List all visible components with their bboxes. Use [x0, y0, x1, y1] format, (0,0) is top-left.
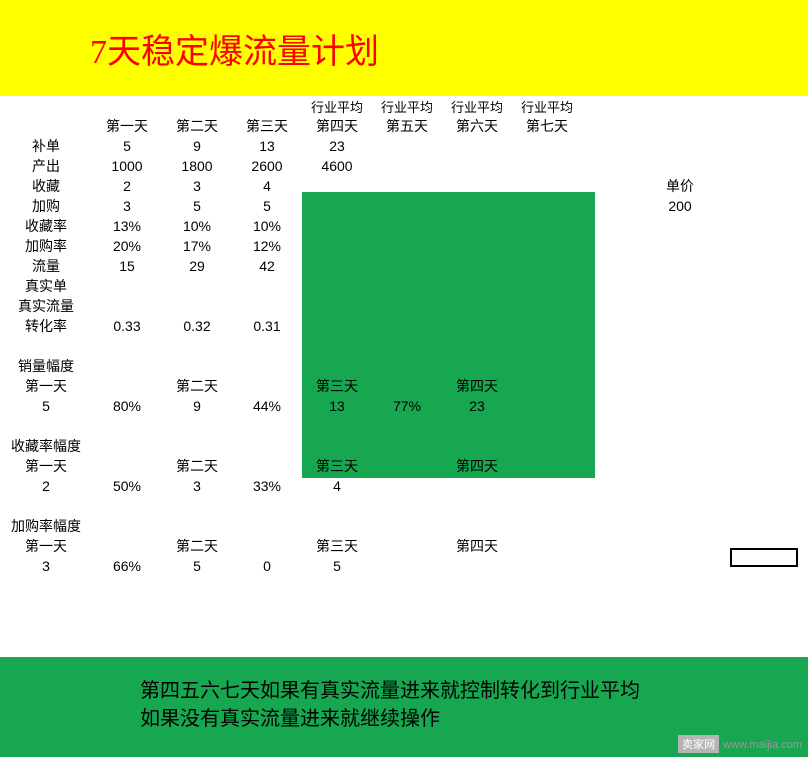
sales-amplitude-section: 销量幅度 第一天 第二天 第三天 第四天 5 80% 9 44% 13 77% …	[0, 356, 808, 416]
row-label: 加购	[0, 196, 92, 216]
title-banner: 7天稳定爆流量计划	[0, 0, 808, 96]
day-label: 第四天	[442, 536, 512, 556]
amp-cell: 4	[302, 476, 372, 496]
amp-cell: 66%	[92, 556, 162, 576]
row-label: 补单	[0, 136, 92, 156]
table-cell: 12%	[232, 236, 302, 256]
section-title: 销量幅度	[0, 356, 92, 376]
industry-avg-label: 行业平均	[302, 96, 372, 116]
table-cell: 17%	[162, 236, 232, 256]
amp-cell: 50%	[92, 476, 162, 496]
watermark-url: www.maijia.com	[723, 739, 802, 751]
amp-cell: 80%	[92, 396, 162, 416]
collect-amplitude-section: 收藏率幅度 第一天 第二天 第三天 第四天 2 50% 3 33% 4	[0, 436, 808, 496]
day-label: 第二天	[162, 376, 232, 396]
footer-line2: 如果没有真实流量进来就继续操作	[140, 705, 808, 733]
day-label: 第二天	[162, 456, 232, 476]
table-cell: 42	[232, 256, 302, 276]
table-cell: 2600	[232, 156, 302, 176]
price-label: 单价	[652, 176, 708, 196]
row-label: 产出	[0, 156, 92, 176]
amp-cell: 13	[302, 396, 372, 416]
day-label: 第二天	[162, 536, 232, 556]
price-value: 200	[652, 196, 708, 216]
day-label: 第一天	[0, 376, 92, 396]
day-label: 第三天	[302, 456, 372, 476]
table-cell: 1800	[162, 156, 232, 176]
table-cell: 0.32	[162, 316, 232, 336]
row-label: 加购率	[0, 236, 92, 256]
day-header: 第七天	[512, 116, 582, 136]
industry-avg-label: 行业平均	[372, 96, 442, 116]
row-label: 真实流量	[0, 296, 92, 316]
amp-cell: 33%	[232, 476, 302, 496]
table-cell: 1000	[92, 156, 162, 176]
table-cell: 3	[92, 196, 162, 216]
amp-cell: 3	[162, 476, 232, 496]
table-cell: 5	[232, 196, 302, 216]
table-cell: 9	[162, 136, 232, 156]
amp-cell: 44%	[232, 396, 302, 416]
watermark: 卖家网 www.maijia.com	[678, 735, 802, 753]
table-cell: 10%	[232, 216, 302, 236]
amp-cell: 5	[162, 556, 232, 576]
amp-cell: 3	[0, 556, 92, 576]
table-cell: 29	[162, 256, 232, 276]
table-cell: 3	[162, 176, 232, 196]
table-cell: 0.33	[92, 316, 162, 336]
day-label: 第四天	[442, 376, 512, 396]
day-header: 第五天	[372, 116, 442, 136]
content-area: 行业平均 行业平均 行业平均 行业平均 第一天 第二天 第三天 第四天 第五天 …	[0, 96, 808, 576]
amp-cell: 77%	[372, 396, 442, 416]
table-cell: 23	[302, 136, 372, 156]
footer-line1: 第四五六七天如果有真实流量进来就控制转化到行业平均	[140, 677, 808, 705]
amp-cell: 2	[0, 476, 92, 496]
amp-cell: 9	[162, 396, 232, 416]
day-header: 第二天	[162, 116, 232, 136]
amp-cell: 5	[302, 556, 372, 576]
row-label: 收藏	[0, 176, 92, 196]
table-cell: 15	[92, 256, 162, 276]
day-label: 第三天	[302, 376, 372, 396]
day-header: 第六天	[442, 116, 512, 136]
row-label: 收藏率	[0, 216, 92, 236]
main-table: 行业平均 行业平均 行业平均 行业平均 第一天 第二天 第三天 第四天 第五天 …	[0, 96, 808, 336]
selected-cell-outline[interactable]	[730, 548, 798, 567]
amp-cell: 23	[442, 396, 512, 416]
section-title: 加购率幅度	[0, 516, 92, 536]
day-label: 第三天	[302, 536, 372, 556]
day-header: 第一天	[92, 116, 162, 136]
watermark-box: 卖家网	[678, 735, 719, 753]
amp-cell: 5	[0, 396, 92, 416]
day-label: 第一天	[0, 456, 92, 476]
table-cell: 13%	[92, 216, 162, 236]
cart-amplitude-section: 加购率幅度 第一天 第二天 第三天 第四天 3 66% 5 0 5	[0, 516, 808, 576]
page-title: 7天稳定爆流量计划	[90, 24, 379, 73]
table-cell: 20%	[92, 236, 162, 256]
table-cell: 0.31	[232, 316, 302, 336]
day-label: 第一天	[0, 536, 92, 556]
table-cell: 10%	[162, 216, 232, 236]
table-cell: 4	[232, 176, 302, 196]
industry-avg-label: 行业平均	[512, 96, 582, 116]
amp-cell: 0	[232, 556, 302, 576]
table-cell: 13	[232, 136, 302, 156]
table-cell: 2	[92, 176, 162, 196]
day-label: 第四天	[442, 456, 512, 476]
table-cell: 5	[162, 196, 232, 216]
table-cell: 4600	[302, 156, 372, 176]
day-header: 第三天	[232, 116, 302, 136]
table-cell: 5	[92, 136, 162, 156]
section-title: 收藏率幅度	[0, 436, 92, 456]
industry-avg-label: 行业平均	[442, 96, 512, 116]
row-label: 真实单	[0, 276, 92, 296]
day-header: 第四天	[302, 116, 372, 136]
row-label: 流量	[0, 256, 92, 276]
row-label: 转化率	[0, 316, 92, 336]
